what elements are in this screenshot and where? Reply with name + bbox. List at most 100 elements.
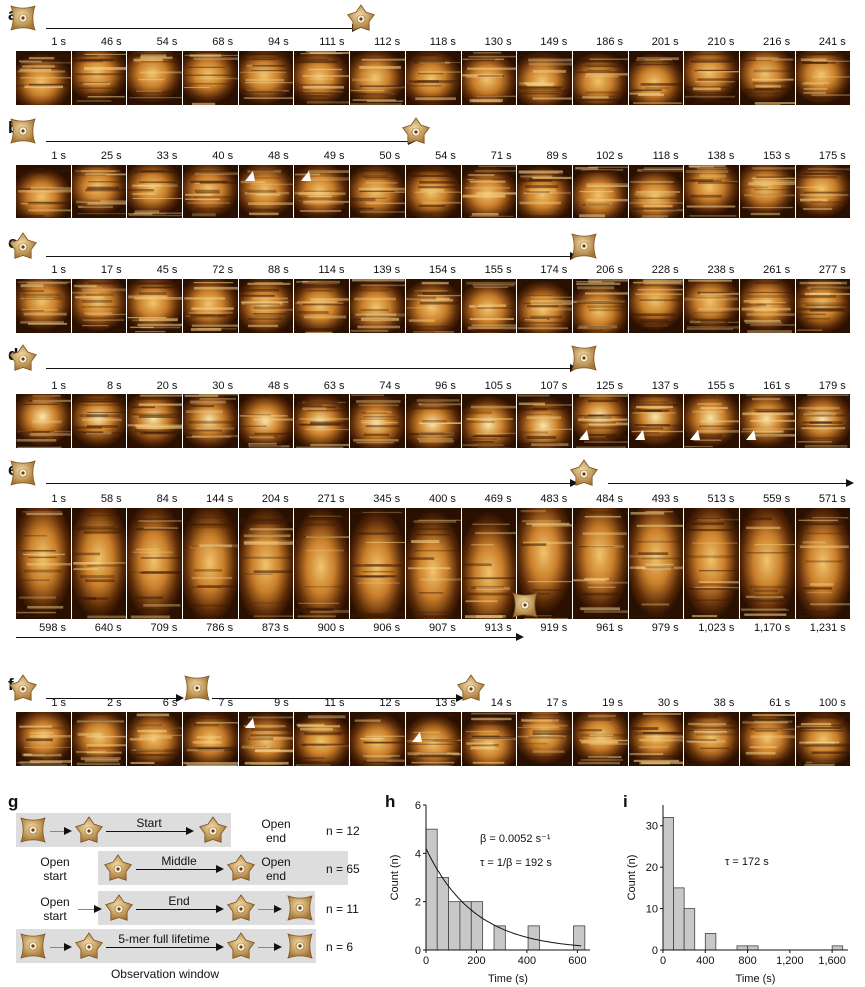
frame-time-label: 61 s: [769, 697, 791, 709]
chart-annotation: τ = 1/β = 192 s: [480, 857, 552, 869]
afm-frame: [795, 279, 852, 333]
afm-frame: [517, 712, 573, 766]
pentamer-icon: [9, 344, 37, 371]
afm-frame: [16, 51, 72, 105]
afm-frame: [572, 165, 629, 218]
frame-time-label: 154 s: [428, 264, 456, 276]
timeline-arrow: [608, 479, 854, 487]
frame-time-label: 1 s: [51, 493, 66, 505]
frame-time-label: 228 s: [651, 264, 679, 276]
frame-time-label: 484 s: [596, 493, 623, 505]
frame-time-label: 1 s: [51, 150, 66, 162]
frame-time-label: 571 s: [818, 493, 846, 505]
afm-frame: [405, 51, 462, 105]
frame-time-label: 45 s: [156, 264, 178, 276]
sample-count-label: n = 65: [326, 862, 360, 876]
frame-time-label: 50 s: [379, 150, 401, 162]
pentamer-icon: [227, 932, 255, 959]
frame-time-label: 88 s: [268, 264, 289, 276]
frame-time-label: 216 s: [763, 36, 791, 48]
frame-time-label: 513 s: [707, 493, 735, 505]
arrowhead-marker: [244, 718, 255, 728]
afm-frame: [628, 508, 685, 619]
frame-time-label: 105 s: [484, 380, 512, 392]
histogram-bar: [831, 945, 844, 951]
afm-frame: [71, 51, 128, 105]
histogram-bar: [425, 828, 438, 951]
schematic-arrow: [136, 865, 224, 873]
arrowhead-marker: [300, 171, 311, 181]
frame-time-label: 63 s: [323, 380, 345, 392]
afm-frame: [350, 394, 406, 448]
schematic-step-label: 5-mer full lifetime: [118, 932, 210, 946]
timeline-arrow: [46, 364, 578, 372]
afm-frame: [572, 279, 629, 333]
frame-time-label: 19 s: [602, 697, 623, 709]
afm-frame: [294, 712, 351, 766]
schematic-arrow: [50, 827, 72, 835]
afm-frame: [127, 165, 184, 218]
afm-frame: [294, 51, 351, 105]
tetramer-icon: [10, 118, 36, 144]
frame-time-label: 49 s: [323, 150, 345, 162]
afm-frame: [628, 394, 685, 448]
x-axis-label: Time (s): [488, 973, 528, 985]
tetramer-icon: [184, 675, 210, 701]
schematic-arrow: [258, 905, 282, 913]
panel-e-timelapse: 1 s 58 s 84 s 144 s 204 s 271 s 345 s 400 s 469 …: [10, 459, 854, 659]
afm-frame: [350, 165, 406, 218]
panel-label-h: h: [385, 792, 396, 811]
afm-frame: [405, 508, 462, 619]
frame-time-label: 137 s: [651, 380, 679, 392]
afm-frame: [405, 394, 462, 448]
frame-time-label: 2 s: [107, 697, 122, 709]
afm-frame: [350, 712, 406, 766]
frame-time-label: 206 s: [596, 264, 623, 276]
afm-frame: [294, 279, 351, 333]
sample-count-label: n = 6: [326, 940, 354, 954]
timeline-arrow: [46, 694, 184, 702]
sample-count-label: n = 12: [326, 824, 360, 838]
tetramer-icon: [287, 933, 313, 959]
frame-time-label: 153 s: [763, 150, 791, 162]
afm-frame: [739, 394, 796, 448]
afm-frame: [628, 279, 685, 333]
frame-time-label: 14 s: [490, 697, 512, 709]
histogram-bar: [747, 945, 759, 951]
observation-window-caption: Observation window: [110, 967, 220, 981]
schematic-arrow: [50, 943, 72, 951]
afm-frame: [461, 279, 518, 333]
arrowhead-marker: [411, 732, 422, 742]
afm-frame: [238, 394, 295, 448]
schematic-step-label: Middle: [161, 854, 197, 868]
y-axis-label: Count (n): [626, 855, 638, 901]
frame-time-label: 1 s: [51, 380, 66, 392]
frame-time-label: 907 s: [428, 622, 456, 634]
frame-time-label: 74 s: [379, 380, 401, 392]
pentamer-icon: [227, 894, 255, 921]
timeline-arrow: [46, 479, 578, 487]
schematic-start-label: Open start: [40, 895, 70, 923]
panel-label-i: i: [623, 792, 628, 811]
histogram-bar: [662, 817, 674, 951]
afm-frame: [795, 508, 852, 619]
afm-frame: [183, 51, 239, 105]
afm-frame: [684, 51, 740, 105]
chart-annotation: τ = 172 s: [725, 856, 769, 868]
panel-label-g: g: [8, 792, 19, 811]
afm-frame: [71, 279, 128, 333]
timeline-arrow: [46, 252, 578, 260]
frame-time-label: 277 s: [818, 264, 846, 276]
schematic-start-label: Open start: [40, 855, 70, 883]
histogram-bar: [736, 945, 748, 951]
tetramer-icon: [287, 895, 313, 921]
frame-time-label: 6 s: [162, 697, 178, 709]
frame-time-label: 112 s: [374, 36, 401, 48]
x-tick-label: 400: [518, 955, 536, 967]
frame-time-label: 30 s: [212, 380, 234, 392]
frame-time-label: 12 s: [379, 697, 401, 709]
schematic-step-label: End: [168, 894, 190, 908]
frame-time-label: 84 s: [156, 493, 178, 505]
timeline-arrow: [46, 137, 416, 145]
frame-time-label: 559 s: [763, 493, 791, 505]
